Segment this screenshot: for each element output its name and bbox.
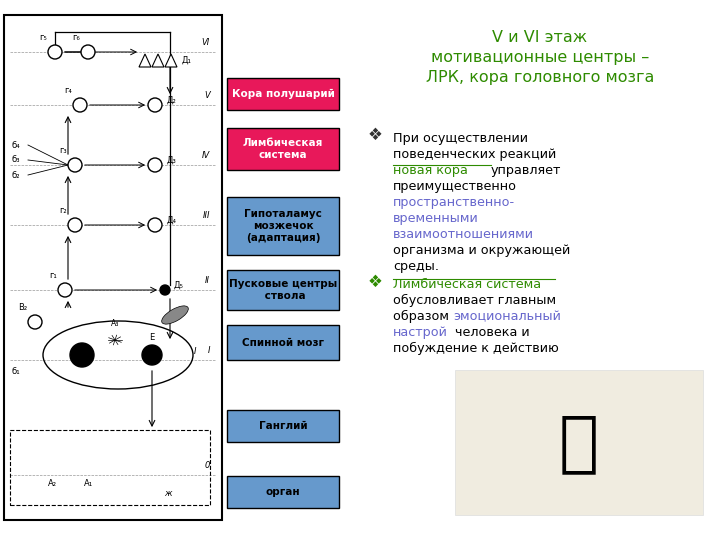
Text: В₁: В₁ xyxy=(78,334,86,342)
Text: Д₅: Д₅ xyxy=(174,280,184,289)
Text: взаимоотношениями: взаимоотношениями xyxy=(393,228,534,241)
Text: ❖: ❖ xyxy=(368,126,382,144)
Text: Лимбическая
система: Лимбическая система xyxy=(243,138,323,160)
Text: б₁: б₁ xyxy=(12,368,21,376)
Text: А₁: А₁ xyxy=(84,478,93,488)
Text: орган: орган xyxy=(266,487,300,497)
Text: г₄: г₄ xyxy=(64,86,72,95)
Text: IV: IV xyxy=(202,151,210,160)
Circle shape xyxy=(58,283,72,297)
Text: VI: VI xyxy=(202,38,210,47)
Text: поведенческих реакций: поведенческих реакций xyxy=(393,148,557,161)
Text: V: V xyxy=(204,91,210,100)
Circle shape xyxy=(148,218,162,232)
Circle shape xyxy=(48,45,62,59)
Circle shape xyxy=(73,98,87,112)
Circle shape xyxy=(81,45,95,59)
Circle shape xyxy=(28,315,42,329)
Text: Спинной мозг: Спинной мозг xyxy=(242,338,324,348)
Text: Гипоталамус
мозжечок
(адаптация): Гипоталамус мозжечок (адаптация) xyxy=(244,208,322,244)
Text: образом: образом xyxy=(393,310,453,323)
Text: настрой: настрой xyxy=(393,326,448,339)
Text: новая кора: новая кора xyxy=(393,164,472,177)
Text: Д₄: Д₄ xyxy=(167,215,177,225)
Ellipse shape xyxy=(162,306,189,324)
Polygon shape xyxy=(165,54,177,67)
Text: V и VI этаж
мотивационные центры –
ЛРК, кора головного мозга: V и VI этаж мотивационные центры – ЛРК, … xyxy=(426,30,654,85)
Text: эмоциональный: эмоциональный xyxy=(453,310,561,323)
Text: I: I xyxy=(194,348,196,356)
Text: А₂: А₂ xyxy=(48,478,56,488)
Text: б₂: б₂ xyxy=(12,171,20,179)
Text: Ганглий: Ганглий xyxy=(258,421,307,431)
Text: При осуществлении: При осуществлении xyxy=(393,132,528,145)
Text: б₄: б₄ xyxy=(12,140,21,150)
Polygon shape xyxy=(139,54,151,67)
Text: обусловливает главным: обусловливает главным xyxy=(393,294,556,307)
FancyBboxPatch shape xyxy=(227,325,339,360)
Text: III: III xyxy=(202,211,210,220)
Text: г₃: г₃ xyxy=(59,146,67,155)
Circle shape xyxy=(160,285,170,295)
Text: пространственно-: пространственно- xyxy=(393,196,515,209)
Text: г₁: г₁ xyxy=(49,271,57,280)
Text: 🧠: 🧠 xyxy=(559,410,599,476)
Text: организма и окружающей: организма и окружающей xyxy=(393,244,570,257)
Polygon shape xyxy=(152,54,164,67)
FancyBboxPatch shape xyxy=(227,197,339,255)
Text: б₃: б₃ xyxy=(12,156,20,165)
FancyBboxPatch shape xyxy=(227,128,339,170)
Text: В₂: В₂ xyxy=(19,303,27,312)
FancyBboxPatch shape xyxy=(4,15,222,520)
FancyBboxPatch shape xyxy=(227,270,339,310)
Text: E: E xyxy=(149,334,155,342)
Text: г₆: г₆ xyxy=(72,33,80,42)
Circle shape xyxy=(142,345,162,365)
Text: г₅: г₅ xyxy=(39,33,47,42)
Text: II: II xyxy=(205,276,210,285)
FancyBboxPatch shape xyxy=(227,476,339,508)
Circle shape xyxy=(68,158,82,172)
Circle shape xyxy=(148,158,162,172)
Text: преимущественно: преимущественно xyxy=(393,180,517,193)
Text: управляет: управляет xyxy=(491,164,562,177)
Text: Д₁: Д₁ xyxy=(182,56,192,64)
Text: 0: 0 xyxy=(204,461,210,470)
Text: ❖: ❖ xyxy=(368,273,382,291)
Text: ж: ж xyxy=(164,489,172,497)
Text: временными: временными xyxy=(393,212,479,225)
Text: Д₃: Д₃ xyxy=(167,156,176,165)
Text: побуждение к действию: побуждение к действию xyxy=(393,342,559,355)
FancyBboxPatch shape xyxy=(227,410,339,442)
FancyBboxPatch shape xyxy=(455,370,703,515)
Text: человека и: человека и xyxy=(451,326,530,339)
Text: г₂: г₂ xyxy=(59,206,67,215)
Circle shape xyxy=(70,343,94,367)
Circle shape xyxy=(68,218,82,232)
FancyBboxPatch shape xyxy=(227,78,339,110)
Text: Д₂: Д₂ xyxy=(167,96,176,105)
Text: среды.: среды. xyxy=(393,260,439,273)
Text: Пусковые центры
 ствола: Пусковые центры ствола xyxy=(229,279,337,301)
Text: I: I xyxy=(207,346,210,355)
Circle shape xyxy=(148,98,162,112)
Text: Лимбическая система: Лимбическая система xyxy=(393,278,541,291)
Text: А₃: А₃ xyxy=(111,319,120,328)
Text: Кора полушарий: Кора полушарий xyxy=(232,89,334,99)
